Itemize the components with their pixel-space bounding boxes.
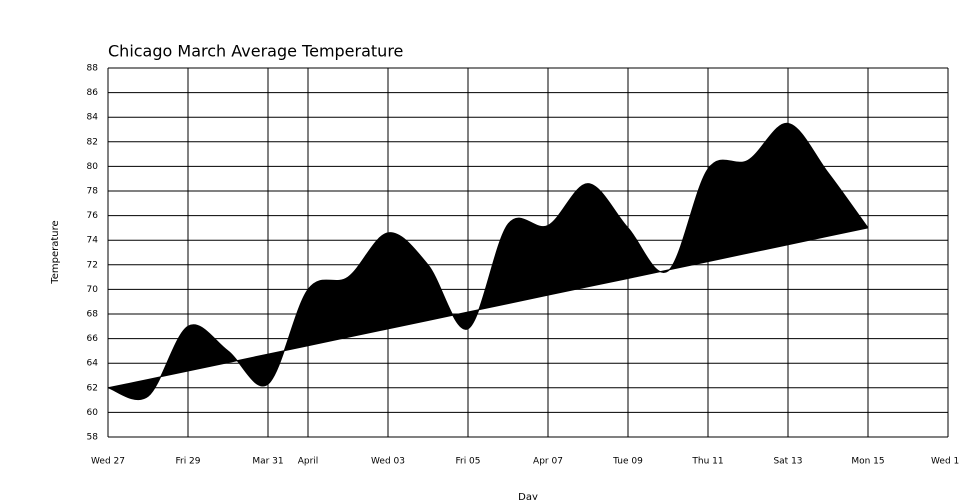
x-tick-label: Tue 09 xyxy=(612,457,643,467)
y-tick-label: 62 xyxy=(87,383,98,393)
x-tick-label: Wed 27 xyxy=(91,457,125,467)
y-tick-label: 58 xyxy=(87,433,99,443)
y-tick-label: 78 xyxy=(87,187,99,197)
trend-line xyxy=(107,227,869,389)
y-tick-label: 80 xyxy=(87,162,99,172)
x-tick-label: Apr 07 xyxy=(533,457,563,467)
x-tick-label: Mon 15 xyxy=(851,457,884,467)
y-tick-label: 82 xyxy=(87,137,98,147)
x-tick-label: Thu 11 xyxy=(691,457,723,467)
x-tick-label: Sat 13 xyxy=(773,457,802,467)
x-tick-label: Wed 17 xyxy=(931,457,960,467)
x-tick-label: Fri 05 xyxy=(455,457,480,467)
y-tick-label: 86 xyxy=(87,88,99,98)
x-tick-label: April xyxy=(298,457,319,467)
y-tick-label: 66 xyxy=(87,334,99,344)
y-tick-label: 88 xyxy=(87,64,99,74)
y-tick-label: 84 xyxy=(87,113,99,123)
y-tick-label: 76 xyxy=(87,211,99,221)
y-tick-label: 60 xyxy=(87,408,99,418)
y-tick-label: 72 xyxy=(87,260,98,270)
y-tick-label: 64 xyxy=(87,359,99,369)
y-tick-label: 70 xyxy=(87,285,99,295)
chart-title: Chicago March Average Temperature xyxy=(108,42,403,61)
curve-line xyxy=(107,122,869,401)
x-tick-label: Mar 31 xyxy=(252,457,283,467)
x-tick-label: Wed 03 xyxy=(371,457,405,467)
x-tick-label: Fri 29 xyxy=(175,457,200,467)
x-axis-title: Day xyxy=(518,492,538,500)
filled-area xyxy=(108,123,868,400)
y-tick-label: 74 xyxy=(87,236,99,246)
y-axis-title: Temperature xyxy=(50,220,61,284)
y-tick-label: 68 xyxy=(87,310,99,320)
